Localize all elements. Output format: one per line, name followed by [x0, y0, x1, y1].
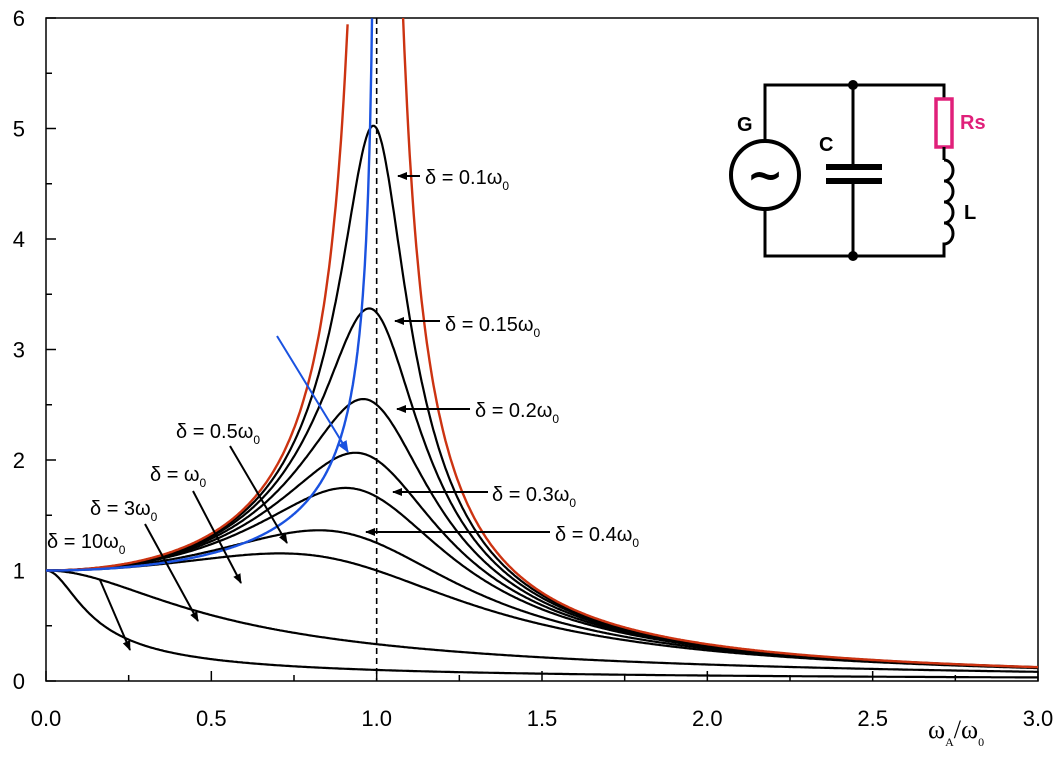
generator-label: G: [737, 114, 753, 136]
annotation-arrows: [99, 172, 550, 651]
plot-area: [45, 17, 1039, 682]
inset-circuit: ~ G C Rs L: [729, 80, 986, 261]
resistor-icon: [934, 97, 954, 149]
annotation-arrow: [192, 490, 242, 584]
annotation-label: δ = 0.2ω0: [475, 400, 559, 426]
annotation-label: δ = 3ω0: [90, 498, 158, 524]
x-tick-label: 1.0: [361, 706, 392, 731]
x-tick-label: 1.5: [527, 706, 558, 731]
response-curve: [45, 569, 1038, 679]
annotation-label: δ = 0.15ω0: [445, 314, 540, 340]
inductor-label: L: [964, 202, 976, 224]
peak-locus-curve: [46, 18, 374, 572]
x-tick-label: 3.0: [1023, 706, 1054, 731]
y-tick-label: 5: [13, 117, 25, 142]
x-tick-label: 2.0: [692, 706, 723, 731]
resistor-label: Rs: [960, 112, 986, 134]
x-tick-label: 0.0: [31, 706, 62, 731]
annotation-label: δ = ω0: [150, 464, 207, 490]
junction-dot-bottom: [848, 251, 858, 261]
y-tick-label: 6: [13, 6, 25, 31]
curves: [45, 17, 1039, 679]
generator-symbol: ~: [747, 150, 784, 201]
inductor-icon: [942, 158, 955, 246]
annotation-label: δ = 0.3ω0: [492, 484, 576, 510]
y-tick-label: 1: [13, 559, 25, 584]
annotation-arrow: [99, 579, 131, 651]
peak-locus-arrow: [276, 335, 349, 453]
y-tick-label: 0: [13, 669, 25, 694]
x-axis-title: ωA/ω0: [928, 715, 984, 749]
y-tick-label: 3: [13, 338, 25, 363]
annotation-labels: δ = 0.1ω0 δ = 0.15ω0 δ = 0.2ω0 δ = 0.3ω0 δ =…: [47, 167, 639, 557]
annotation-label: δ = 10ω0: [47, 531, 126, 557]
generator-icon: [729, 139, 801, 211]
response-curve: [46, 124, 1038, 669]
annotation-label: δ = 0.4ω0: [555, 524, 639, 550]
x-tick-label: 2.5: [857, 706, 888, 731]
annotation-arrow: [144, 523, 199, 622]
y-tick-label: 4: [13, 227, 25, 252]
junction-dot-top: [848, 80, 858, 90]
x-tick-label: 0.5: [196, 706, 227, 731]
annotation-label: δ = 0.1ω0: [425, 167, 509, 193]
y-tick-label: 2: [13, 448, 25, 473]
axis-ticks: [45, 17, 1039, 682]
undamped-curve-left: [46, 24, 349, 572]
response-curve: [46, 552, 1039, 670]
annotation-arrow: [229, 445, 288, 544]
response-curve: [46, 486, 1038, 669]
axis-tick-labels: 0.0 0.5 1.0 1.5 2.0 2.5 3.0 0 1 2 3 4 5 6: [13, 6, 1054, 731]
annotation-label: δ = 0.5ω0: [176, 421, 260, 447]
undamped-curve-right: [401, 17, 1039, 669]
capacitor-label: C: [819, 134, 833, 156]
response-curve: [46, 569, 1038, 673]
